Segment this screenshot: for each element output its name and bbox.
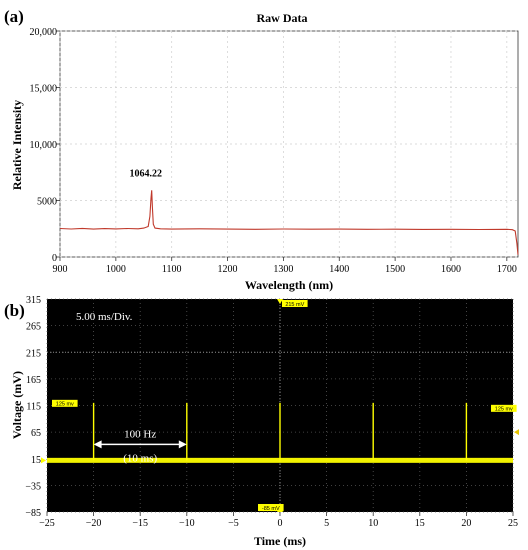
chart-b-marker-bottom-badge	[258, 504, 284, 511]
chart-b-marker-left-badge	[52, 399, 78, 407]
panel-b-label: (b)	[4, 301, 25, 320]
panel-b: (b) −25 −20 −15 −10 −5 0 5 10 15 20 25 −85 −35 15 65 1…	[4, 295, 519, 548]
chart-a-y-ticks: 0 5000 10,000 15,000 20,000	[30, 27, 60, 264]
chart-b-x-tick-label: 20	[461, 518, 471, 529]
chart-a-x-ticks: 900 1000 1100 1200 1300 1400 1500 1600 1700	[53, 257, 517, 275]
chart-b-ground-icon	[41, 457, 46, 464]
chart-a-y-tick-label: 10,000	[30, 140, 58, 151]
panel-a-label: (a)	[4, 7, 24, 26]
chart-b-marker-right-text: 125 mv	[495, 407, 513, 413]
chart-a-y-tick-label: 20,000	[30, 27, 58, 38]
chart-b-marker-top-text: 215 mV	[285, 302, 304, 308]
chart-b-trigger-level-icon	[514, 429, 519, 436]
chart-b-ylabel: Voltage (mV)	[10, 371, 24, 439]
chart-b-x-tick-label: −15	[132, 518, 148, 529]
panel-a: (a) Raw Data 900 1000 1100 1200 1300 1400 1500…	[4, 7, 519, 292]
chart-a-y-tick-label: 5000	[37, 197, 57, 208]
chart-b-trace	[47, 402, 513, 463]
chart-a-y-tick-label: 0	[52, 253, 57, 264]
chart-b-trigger-top-icon	[277, 299, 283, 304]
chart-b-y-tick-label: −35	[25, 481, 41, 492]
chart-b-x-tick-label: −25	[39, 518, 55, 529]
chart-b-x-tick-label: 5	[324, 518, 329, 529]
chart-a-peak-label: 1064.22	[129, 168, 162, 179]
chart-b-marker-top-badge	[282, 300, 308, 307]
chart-b-y-tick-label: 165	[26, 375, 41, 386]
chart-a-x-tick-label: 1500	[385, 264, 405, 275]
chart-b-x-tick-label: −20	[86, 518, 102, 529]
chart-a-spectrum-line	[59, 190, 519, 255]
chart-a-x-tick-label: 1400	[329, 264, 349, 275]
chart-a-x-tick-label: 1100	[162, 264, 182, 275]
chart-a-xlabel: Wavelength (nm)	[245, 278, 333, 292]
chart-b-timebase-label: 5.00 ms/Div.	[76, 311, 133, 323]
chart-b-y-tick-label: 265	[26, 322, 41, 333]
chart-b-y-tick-label: 215	[26, 348, 41, 359]
chart-b-marker-bottom-text: -85 mV	[262, 506, 280, 512]
chart-b-y-ticks: −85 −35 15 65 115 165 215 265 315	[25, 295, 41, 519]
chart-b-y-tick-label: 315	[26, 295, 41, 306]
chart-b-x-tick-label: −10	[179, 518, 195, 529]
chart-b-x-tick-label: 10	[368, 518, 378, 529]
chart-a-x-tick-label: 1300	[273, 264, 293, 275]
chart-a-series	[59, 190, 519, 255]
chart-a-y-tick-label: 15,000	[30, 84, 58, 95]
chart-b-y-tick-label: 15	[31, 455, 41, 466]
chart-a-x-tick-label: 1700	[497, 264, 517, 275]
chart-b-marker-right-badge	[491, 404, 517, 412]
chart-b-y-tick-label: 65	[31, 428, 41, 439]
chart-a-x-tick-label: 1000	[106, 264, 126, 275]
chart-b-x-tick-label: 15	[415, 518, 425, 529]
chart-b-frequency-label: 100 Hz	[124, 428, 156, 440]
chart-a-x-tick-label: 1600	[441, 264, 461, 275]
chart-b-x-tick-label: −5	[228, 518, 239, 529]
chart-b-xlabel: Time (ms)	[254, 534, 306, 548]
chart-b-x-ticks: −25 −20 −15 −10 −5 0 5 10 15 20 25	[39, 512, 518, 529]
chart-b-y-tick-label: −85	[25, 508, 41, 519]
chart-a-annotations: 1064.22	[129, 168, 162, 179]
chart-b-marker-left-text: 125 mv	[56, 402, 74, 408]
chart-a-grid	[59, 30, 518, 258]
chart-b-x-tick-label: 0	[278, 518, 283, 529]
chart-a-x-tick-label: 900	[53, 264, 68, 275]
chart-a-x-tick-label: 1200	[218, 264, 238, 275]
chart-b-period-label: (10 ms)	[123, 452, 157, 464]
chart-b-trigger-bottom-icon	[277, 507, 283, 512]
chart-b-period-arrowhead-left	[93, 440, 102, 449]
chart-a-plot-area	[59, 30, 519, 258]
chart-b-annotations: 100 Hz (10 ms)	[93, 428, 187, 464]
chart-b-markers: 215 mV 125 mv 125 mv -85 mV	[41, 299, 519, 512]
chart-b-period-arrowhead-right	[178, 440, 187, 449]
chart-a-title: Raw Data	[257, 11, 308, 25]
chart-a-ylabel: Relative Intensity	[10, 100, 24, 190]
chart-b-y-tick-label: 115	[26, 402, 41, 413]
chart-b-x-tick-label: 25	[508, 518, 518, 529]
